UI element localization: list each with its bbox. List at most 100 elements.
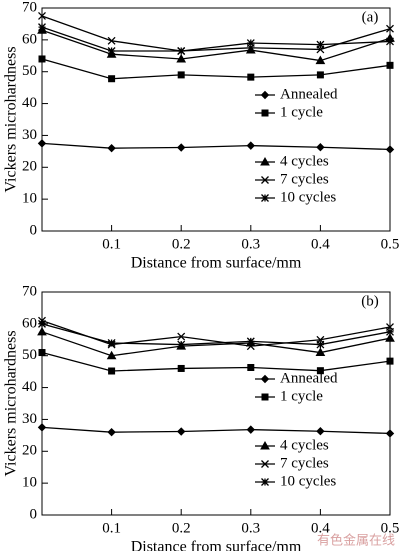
marker <box>176 143 186 152</box>
marker <box>316 340 325 349</box>
y-axis-label: Vickers microhardness <box>3 330 20 476</box>
marker <box>261 460 269 468</box>
marker <box>316 143 325 152</box>
legend-label: 7 cycles <box>280 455 329 471</box>
marker <box>260 440 270 450</box>
y-tick-label: 40 <box>22 95 37 111</box>
legend-label: 4 cycles <box>280 437 329 453</box>
marker <box>177 340 186 349</box>
marker <box>177 71 185 79</box>
marker <box>107 427 116 437</box>
marker <box>261 393 269 401</box>
marker <box>176 53 187 63</box>
x-tick-label: 0.1 <box>102 520 121 536</box>
marker <box>386 61 394 69</box>
plot-frame <box>41 7 391 232</box>
marker <box>177 47 186 55</box>
series-line <box>41 426 391 435</box>
x-tick-label: 0.5 <box>381 520 400 536</box>
y-tick-label: 60 <box>22 315 37 331</box>
marker <box>107 339 116 347</box>
plot-frame <box>41 291 391 516</box>
y-tick-label: 60 <box>22 31 37 47</box>
marker <box>38 319 46 328</box>
marker <box>107 47 116 55</box>
series-line <box>41 323 391 346</box>
x-axis-label: Distance from surface/mm <box>131 539 302 551</box>
marker <box>37 139 47 148</box>
legend-label: Annealed <box>280 86 338 102</box>
marker <box>177 364 185 372</box>
y-tick-label: 70 <box>22 283 37 299</box>
marker <box>386 24 394 33</box>
y-tick-label: 70 <box>22 0 37 15</box>
marker <box>316 367 324 375</box>
y-tick-label: 10 <box>22 191 37 207</box>
x-tick-label: 0.2 <box>172 520 191 536</box>
y-tick-label: 40 <box>22 379 37 395</box>
marker <box>261 176 269 184</box>
marker <box>261 109 269 117</box>
marker <box>38 55 46 63</box>
x-axis-label: Distance from surface/mm <box>131 255 302 272</box>
x-tick-label: 0.4 <box>311 520 330 536</box>
marker <box>107 36 116 45</box>
marker <box>261 194 269 202</box>
series-line <box>41 29 391 62</box>
marker <box>38 23 46 32</box>
marker <box>316 40 325 49</box>
y-tick-label: 30 <box>22 411 37 427</box>
marker <box>246 39 255 48</box>
marker <box>108 75 116 83</box>
marker <box>260 90 270 100</box>
watermark: 有色金属在线 <box>317 533 395 549</box>
marker <box>386 327 394 336</box>
marker <box>385 333 395 342</box>
marker <box>260 156 270 166</box>
marker <box>386 357 394 365</box>
panel-label: (b) <box>361 293 379 309</box>
marker <box>106 350 117 360</box>
marker <box>261 478 269 486</box>
marker <box>246 425 256 434</box>
y-tick-label: 50 <box>22 63 37 79</box>
marker <box>316 71 324 79</box>
y-tick-label: 20 <box>22 159 37 175</box>
legend-label: 4 cycles <box>280 153 329 169</box>
x-tick-label: 0.3 <box>241 236 260 252</box>
y-tick-label: 10 <box>22 475 37 491</box>
marker <box>385 429 395 438</box>
legend-label: 1 cycle <box>280 104 323 120</box>
marker <box>246 141 256 150</box>
series-line <box>41 15 391 52</box>
marker <box>247 73 255 81</box>
marker <box>316 427 325 436</box>
series-line <box>41 331 391 357</box>
marker <box>247 364 255 372</box>
series-line <box>41 351 391 372</box>
y-tick-label: 0 <box>30 222 38 238</box>
legend-label: 10 cycles <box>280 473 336 489</box>
series-line <box>41 142 391 151</box>
marker <box>107 143 116 153</box>
marker <box>385 145 395 154</box>
marker <box>246 337 255 346</box>
marker <box>386 37 394 46</box>
x-tick-label: 0.1 <box>102 236 121 252</box>
marker <box>315 55 326 65</box>
panel-label: (a) <box>362 9 379 25</box>
marker <box>260 374 270 384</box>
marker <box>37 326 47 336</box>
x-tick-label: 0.2 <box>172 236 191 252</box>
marker <box>315 347 326 357</box>
y-tick-label: 30 <box>22 127 37 143</box>
series-line <box>41 58 391 80</box>
legend-label: 7 cycles <box>280 171 329 187</box>
y-tick-label: 50 <box>22 347 37 363</box>
y-tick-label: 20 <box>22 443 37 459</box>
legend-label: 10 cycles <box>280 189 336 205</box>
legend-label: 1 cycle <box>280 388 323 404</box>
marker <box>37 423 47 432</box>
y-tick-label: 0 <box>30 506 38 522</box>
